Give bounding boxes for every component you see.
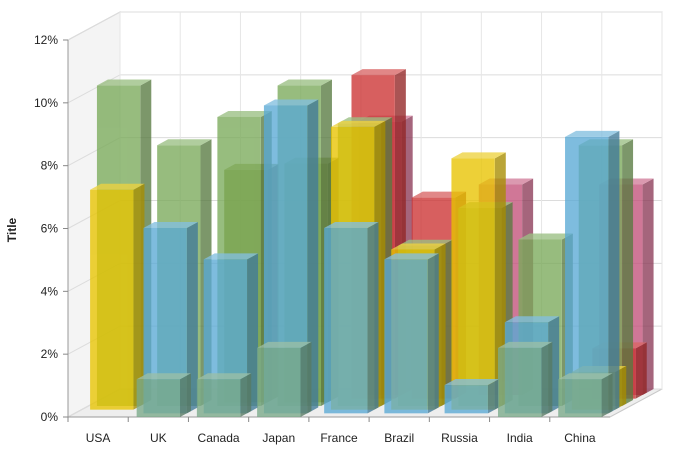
bar-top	[217, 110, 272, 117]
bar	[565, 130, 620, 414]
bar-top	[558, 373, 613, 380]
bar-top	[196, 373, 252, 380]
bar-top	[518, 233, 573, 240]
y-tick-label: 0%	[41, 410, 59, 424]
bar	[90, 183, 145, 410]
x-tick-label: Japan	[262, 431, 295, 445]
bar-top	[263, 99, 319, 106]
bar-series	[90, 69, 654, 417]
bar-side	[300, 341, 312, 417]
y-tick-label: 12%	[34, 33, 58, 47]
y-tick-label: 6%	[41, 222, 59, 236]
bar-front	[558, 379, 602, 417]
bar-top	[203, 253, 259, 260]
bar-side	[541, 341, 553, 417]
bar-top	[324, 221, 379, 228]
bar-front	[497, 347, 542, 417]
bar	[196, 373, 252, 417]
bar-top	[90, 183, 145, 190]
bar	[324, 221, 379, 414]
x-tick-label: Russia	[441, 431, 478, 445]
bar-side	[635, 342, 647, 399]
bar	[558, 373, 613, 417]
bar-top	[444, 379, 499, 386]
bar-side	[186, 221, 198, 414]
bar-side	[307, 99, 319, 414]
x-tick-label: India	[507, 431, 533, 445]
bar-side	[427, 253, 439, 414]
x-tick-label: Canada	[198, 431, 240, 445]
bar-front	[384, 259, 428, 414]
bar-side	[367, 221, 379, 414]
bar-front	[90, 189, 134, 410]
y-tick-label: 10%	[34, 96, 58, 110]
bar-side	[180, 373, 192, 417]
bar-side	[240, 373, 252, 417]
bar-top	[277, 79, 332, 86]
bar-top	[96, 79, 152, 86]
bar	[497, 341, 553, 417]
bar-top	[257, 341, 312, 348]
bar-top	[157, 139, 212, 146]
bar-front	[444, 385, 488, 414]
bar-front	[324, 227, 368, 414]
x-tick-label: China	[564, 431, 596, 445]
bar	[451, 152, 506, 410]
x-axis-ticks: USA UK Canada Japan France Brazil Russia India C…	[67, 417, 596, 445]
bar-top	[143, 221, 198, 228]
bar-top	[565, 130, 620, 137]
bar-top	[351, 69, 406, 76]
bar-side	[601, 373, 613, 417]
bar-front	[451, 158, 495, 410]
bar-side	[608, 130, 620, 414]
bar-side	[133, 183, 145, 410]
bar-side	[622, 139, 634, 406]
bar-front	[257, 347, 301, 417]
x-tick-label: Brazil	[384, 431, 414, 445]
x-tick-label: France	[320, 431, 358, 445]
y-axis-title: Title	[5, 217, 19, 242]
y-tick-label: 4%	[41, 284, 59, 298]
bar-front	[565, 136, 609, 414]
bar-front	[136, 379, 181, 417]
y-axis-ticks: 0% 2% 4% 6% 8% 10% 12%	[34, 33, 68, 424]
x-tick-label: UK	[150, 431, 167, 445]
bar-top	[497, 341, 553, 348]
y-tick-label: 8%	[41, 159, 59, 173]
bar-top	[384, 253, 439, 260]
bar-front	[196, 379, 241, 417]
bar-top	[136, 373, 192, 380]
bar	[136, 373, 192, 417]
bar-top	[504, 316, 560, 323]
bar	[384, 253, 439, 414]
bar-top	[451, 152, 506, 159]
bar	[444, 379, 499, 414]
bar-side	[642, 178, 654, 395]
bar-side	[487, 379, 499, 414]
bar-top	[391, 243, 446, 250]
bar-top	[330, 120, 386, 127]
x-tick-label: USA	[86, 431, 111, 445]
bar	[257, 341, 312, 417]
y-tick-label: 2%	[41, 347, 59, 361]
